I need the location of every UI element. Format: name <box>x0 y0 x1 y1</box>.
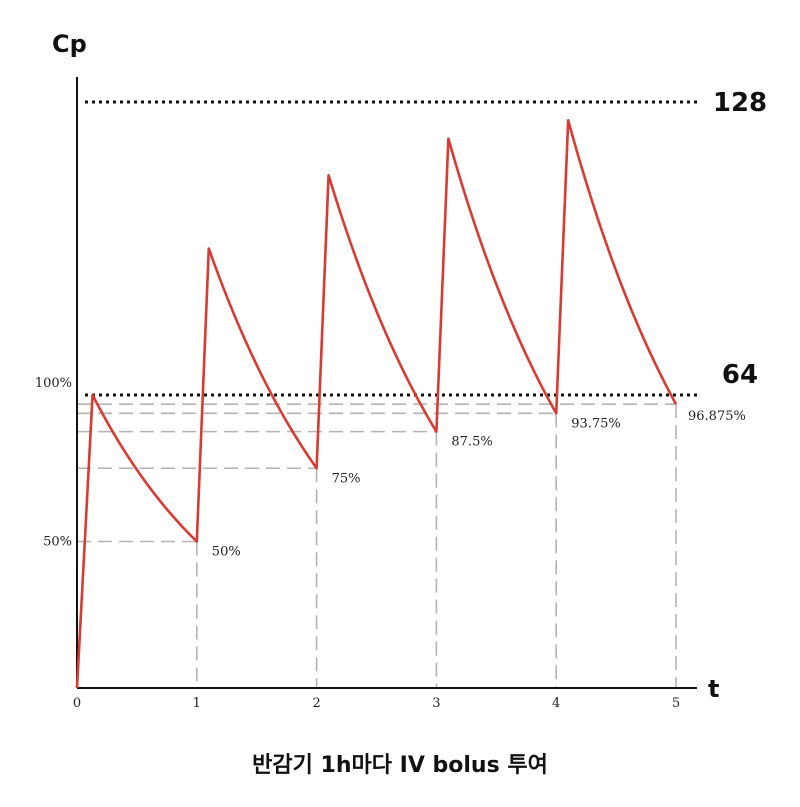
trough-label-3: 87.5% <box>451 435 492 450</box>
y-tick-label-1: 50% <box>43 535 72 550</box>
x-tick-label-2: 2 <box>312 696 320 711</box>
chart-labels: 50% 75% 87.5% 93.75% 96.875% 128 64 50% 100% 0 1 2 3… <box>35 88 767 711</box>
reference-label-128: 128 <box>713 88 767 118</box>
trough-label-1: 50% <box>212 545 241 560</box>
x-axis-label: t <box>708 675 719 703</box>
x-tick-label-3: 3 <box>432 696 440 711</box>
y-tick-label-2: 100% <box>35 376 72 391</box>
trough-label-4: 93.75% <box>571 416 621 431</box>
axes <box>76 77 697 689</box>
y-axis-label: Cp <box>52 30 87 58</box>
chart-caption: 반감기 1h마다 IV bolus 투여 <box>252 753 548 778</box>
x-tick-label-0: 0 <box>73 696 81 711</box>
concentration-curve <box>75 119 678 689</box>
reference-lines <box>85 100 697 397</box>
guide-lines <box>77 403 677 688</box>
x-tick-label-4: 4 <box>552 696 560 711</box>
trough-label-2: 75% <box>332 471 361 486</box>
trough-label-5: 96.875% <box>688 409 746 424</box>
x-tick-label-5: 5 <box>672 696 680 711</box>
x-tick-label-1: 1 <box>193 696 201 711</box>
reference-label-64: 64 <box>722 360 758 390</box>
concentration-line <box>75 119 678 689</box>
